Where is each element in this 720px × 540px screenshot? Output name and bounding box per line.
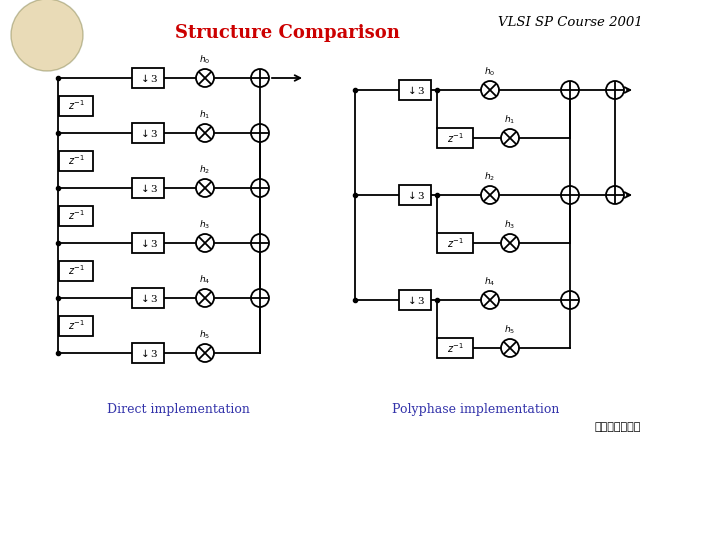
Bar xyxy=(132,68,164,88)
Text: $z^{-1}$: $z^{-1}$ xyxy=(446,131,464,145)
Text: $z^{-1}$: $z^{-1}$ xyxy=(68,264,84,278)
Text: $\downarrow$3: $\downarrow$3 xyxy=(405,84,426,96)
Text: $\downarrow$3: $\downarrow$3 xyxy=(405,294,426,306)
Circle shape xyxy=(196,344,214,362)
Bar xyxy=(132,233,164,253)
Bar xyxy=(59,260,93,280)
Circle shape xyxy=(251,289,269,307)
Circle shape xyxy=(251,179,269,197)
Circle shape xyxy=(196,289,214,307)
Circle shape xyxy=(481,186,499,204)
Bar xyxy=(132,123,164,143)
Bar xyxy=(59,151,93,171)
Bar xyxy=(399,290,431,310)
Text: $z^{-1}$: $z^{-1}$ xyxy=(68,153,84,167)
Bar xyxy=(132,288,164,308)
Text: $h_0$: $h_0$ xyxy=(485,65,495,78)
Circle shape xyxy=(561,291,579,309)
Text: $h_2$: $h_2$ xyxy=(199,164,210,176)
Bar xyxy=(399,185,431,205)
Circle shape xyxy=(196,234,214,252)
Bar xyxy=(132,178,164,198)
Bar xyxy=(437,128,473,148)
Circle shape xyxy=(561,81,579,99)
Circle shape xyxy=(481,291,499,309)
Text: $h_4$: $h_4$ xyxy=(485,275,495,288)
Circle shape xyxy=(501,234,519,252)
Circle shape xyxy=(501,339,519,357)
Bar xyxy=(59,96,93,116)
Circle shape xyxy=(196,124,214,142)
Text: $z^{-1}$: $z^{-1}$ xyxy=(446,236,464,250)
Text: Polyphase implementation: Polyphase implementation xyxy=(392,403,559,416)
Text: $h_5$: $h_5$ xyxy=(199,328,210,341)
Text: $z^{-1}$: $z^{-1}$ xyxy=(68,319,84,333)
Text: VLSI SP Course 2001: VLSI SP Course 2001 xyxy=(498,16,642,29)
Bar xyxy=(399,80,431,100)
Bar xyxy=(59,315,93,335)
Text: $\downarrow$3: $\downarrow$3 xyxy=(138,72,158,84)
Circle shape xyxy=(196,179,214,197)
Text: $z^{-1}$: $z^{-1}$ xyxy=(68,208,84,222)
Text: $h_4$: $h_4$ xyxy=(199,273,211,286)
Circle shape xyxy=(481,81,499,99)
Bar xyxy=(437,233,473,253)
Circle shape xyxy=(196,69,214,87)
Text: $\downarrow$3: $\downarrow$3 xyxy=(138,347,158,359)
Text: $h_0$: $h_0$ xyxy=(199,53,211,66)
Circle shape xyxy=(561,186,579,204)
Circle shape xyxy=(501,129,519,147)
Bar xyxy=(59,206,93,226)
Text: 台大電機吳安宇: 台大電機吳安宇 xyxy=(595,422,642,432)
Circle shape xyxy=(251,234,269,252)
Text: $h_3$: $h_3$ xyxy=(199,219,210,231)
Text: $\downarrow$3: $\downarrow$3 xyxy=(138,183,158,193)
Text: $\downarrow$3: $\downarrow$3 xyxy=(405,190,426,200)
Text: $\downarrow$3: $\downarrow$3 xyxy=(138,293,158,303)
Text: Direct implementation: Direct implementation xyxy=(107,403,249,416)
Text: $h_1$: $h_1$ xyxy=(199,109,211,121)
Text: $h_5$: $h_5$ xyxy=(505,323,516,336)
Circle shape xyxy=(606,81,624,99)
Circle shape xyxy=(251,124,269,142)
Text: $\downarrow$3: $\downarrow$3 xyxy=(138,238,158,248)
Text: $h_2$: $h_2$ xyxy=(485,171,495,183)
Text: $h_1$: $h_1$ xyxy=(505,113,516,126)
Text: $z^{-1}$: $z^{-1}$ xyxy=(68,99,84,112)
Circle shape xyxy=(11,0,83,71)
Text: Structure Comparison: Structure Comparison xyxy=(175,24,400,42)
Circle shape xyxy=(606,186,624,204)
Bar xyxy=(437,338,473,358)
Text: $\downarrow$3: $\downarrow$3 xyxy=(138,127,158,139)
Text: $h_3$: $h_3$ xyxy=(505,219,516,231)
Bar xyxy=(132,343,164,363)
Text: $z^{-1}$: $z^{-1}$ xyxy=(446,341,464,355)
Circle shape xyxy=(251,69,269,87)
